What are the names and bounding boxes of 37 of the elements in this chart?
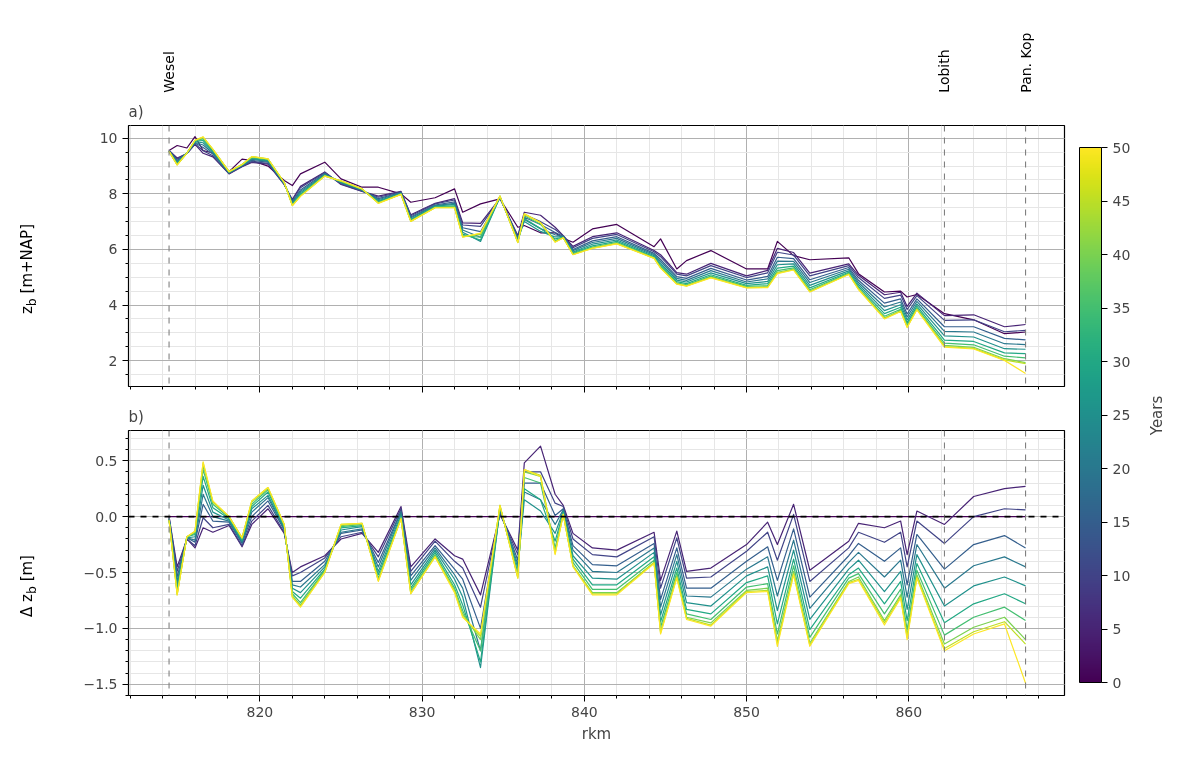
y-tick-label: 6 (108, 241, 118, 258)
color-bar-label: 25 (1112, 407, 1131, 423)
y-tick-label: −0.5 (83, 564, 118, 581)
ref-line-label: Wesel (161, 51, 178, 93)
color-bar-label: 10 (1112, 567, 1131, 584)
y-tick-label: 0.5 (95, 452, 118, 469)
y-tick-label: −1.0 (83, 620, 118, 637)
color-bar-title: Years (1147, 395, 1166, 437)
color-bar-label: 30 (1112, 353, 1131, 370)
line-series (168, 471, 1027, 608)
x-tick-label: 850 (733, 703, 760, 720)
y-tick-label: 4 (108, 297, 118, 314)
line-series (168, 445, 1027, 596)
chart-title: b) (128, 407, 144, 426)
chart-title: a) (128, 102, 144, 121)
x-tick-label: 830 (408, 703, 436, 720)
color-bar-label: 5 (1112, 621, 1122, 637)
ref-line-label: Lobith (936, 49, 953, 93)
color-bar-label: 45 (1112, 193, 1131, 209)
line-series (168, 482, 1027, 630)
y-tick-label: 0.0 (95, 508, 118, 525)
color-bar-label: 50 (1112, 139, 1131, 156)
color-bar-label: 0 (1112, 674, 1122, 691)
x-tick-label: 840 (570, 703, 598, 720)
line-series (168, 461, 1027, 684)
y-tick-label: −1.5 (83, 676, 118, 693)
y-tick-label: 8 (108, 185, 118, 202)
x-tick-label: 820 (246, 703, 274, 720)
x-tick-label: 860 (895, 703, 923, 720)
ref-line-label: Pan. Kop (1017, 32, 1034, 93)
color-bar-label: 20 (1112, 460, 1131, 477)
y-tick-label: 10 (99, 130, 118, 147)
x-axis-title: rkm (581, 724, 612, 743)
color-bar-label: 15 (1112, 514, 1131, 530)
y-tick-label: 2 (108, 352, 118, 369)
color-bar-label: 35 (1112, 300, 1131, 316)
color-bar-label: 40 (1112, 246, 1131, 263)
